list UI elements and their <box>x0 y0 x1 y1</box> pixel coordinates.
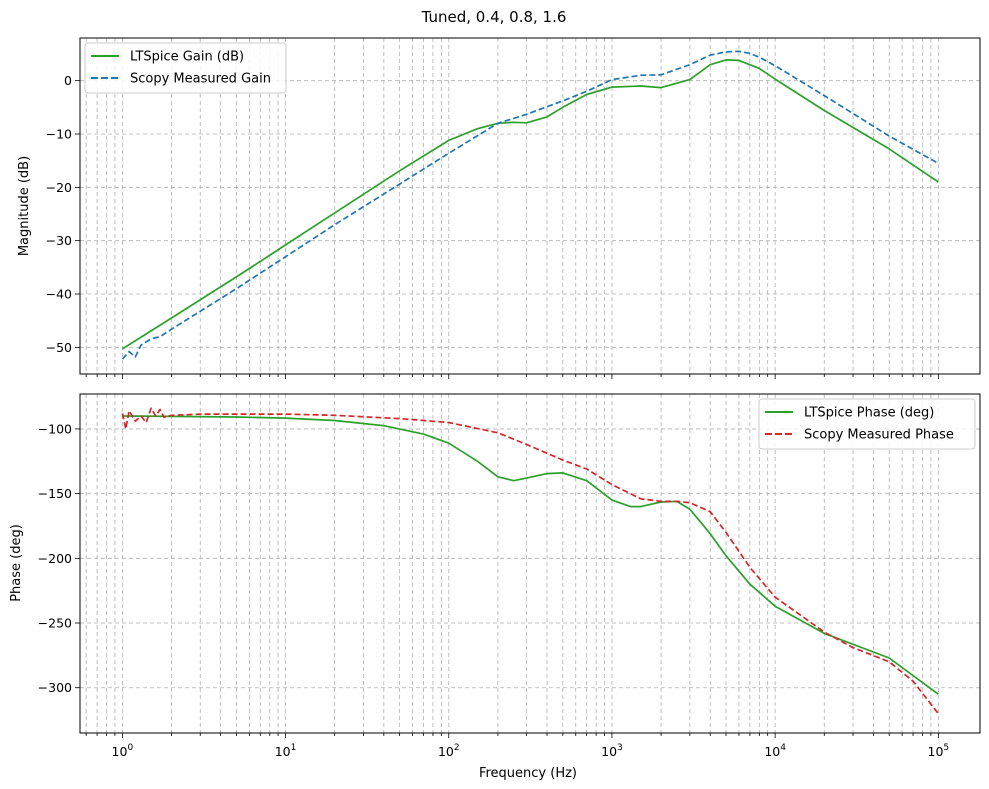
y-tick-label: −10 <box>46 127 72 142</box>
x-tick-label: 104 <box>764 743 786 759</box>
phase-x-ticks: 100 101 102 103 104 105 <box>85 733 950 759</box>
y-tick-label: −250 <box>38 616 72 631</box>
y-tick-label: −150 <box>38 486 72 501</box>
legend-label-ltspice-gain: LTSpice Gain (dB) <box>130 50 244 65</box>
magnitude-x-ticks <box>85 374 939 379</box>
series-line-gain-scopy <box>121 50 939 360</box>
phase-plot: −100−150−200−250−300 100 101 102 103 104 105 … <box>9 393 981 781</box>
series-line-gain-ltspice <box>121 59 939 350</box>
figure-title: Tuned, 0.4, 0.8, 1.6 <box>421 8 567 26</box>
x-tick-label: 103 <box>601 743 623 759</box>
x-tick-label: 105 <box>928 743 950 759</box>
phase-x-axis-label: Frequency (Hz) <box>479 766 577 781</box>
y-tick-label: −100 <box>38 421 72 436</box>
y-tick-label: 0 <box>64 73 72 88</box>
y-tick-label: −40 <box>46 287 72 302</box>
magnitude-legend: LTSpice Gain (dB) Scopy Measured Gain <box>84 42 287 94</box>
magnitude-grid <box>80 38 980 374</box>
x-tick-label: 102 <box>438 743 460 759</box>
y-tick-label: −20 <box>46 180 72 195</box>
series-line-phase-ltspice <box>122 415 939 695</box>
y-tick-label: −50 <box>46 340 72 355</box>
phase-legend: LTSpice Phase (deg) Scopy Measured Phase <box>758 398 976 450</box>
legend-label-scopy-gain: Scopy Measured Gain <box>130 72 271 87</box>
legend-box <box>84 42 287 94</box>
legend-label-scopy-phase: Scopy Measured Phase <box>804 428 954 443</box>
phase-axes-frame <box>79 393 981 734</box>
phase-series-lines <box>121 407 939 715</box>
magnitude-axes-frame <box>79 37 981 375</box>
phase-y-ticks: −100 −150 −200 −250 −300 <box>38 421 80 695</box>
x-tick-label: 101 <box>275 743 297 759</box>
x-tick-label: 100 <box>112 743 134 759</box>
legend-box <box>758 398 976 450</box>
magnitude-plot: 0 −10 −20 −30 −40 −50 Magnitude (dB) LTSpice … <box>17 37 981 379</box>
y-tick-label: −30 <box>46 233 72 248</box>
series-line-phase-scopy <box>121 407 939 715</box>
legend-label-ltspice-phase: LTSpice Phase (deg) <box>804 406 934 421</box>
magnitude-y-axis-label: Magnitude (dB) <box>17 156 32 256</box>
phase-grid <box>80 394 980 733</box>
magnitude-series-lines <box>121 50 939 360</box>
y-tick-label: −300 <box>38 680 72 695</box>
phase-y-axis-label: Phase (deg) <box>9 524 24 602</box>
y-tick-label: −200 <box>38 551 72 566</box>
magnitude-y-ticks: 0 −10 −20 −30 −40 −50 <box>46 73 80 355</box>
